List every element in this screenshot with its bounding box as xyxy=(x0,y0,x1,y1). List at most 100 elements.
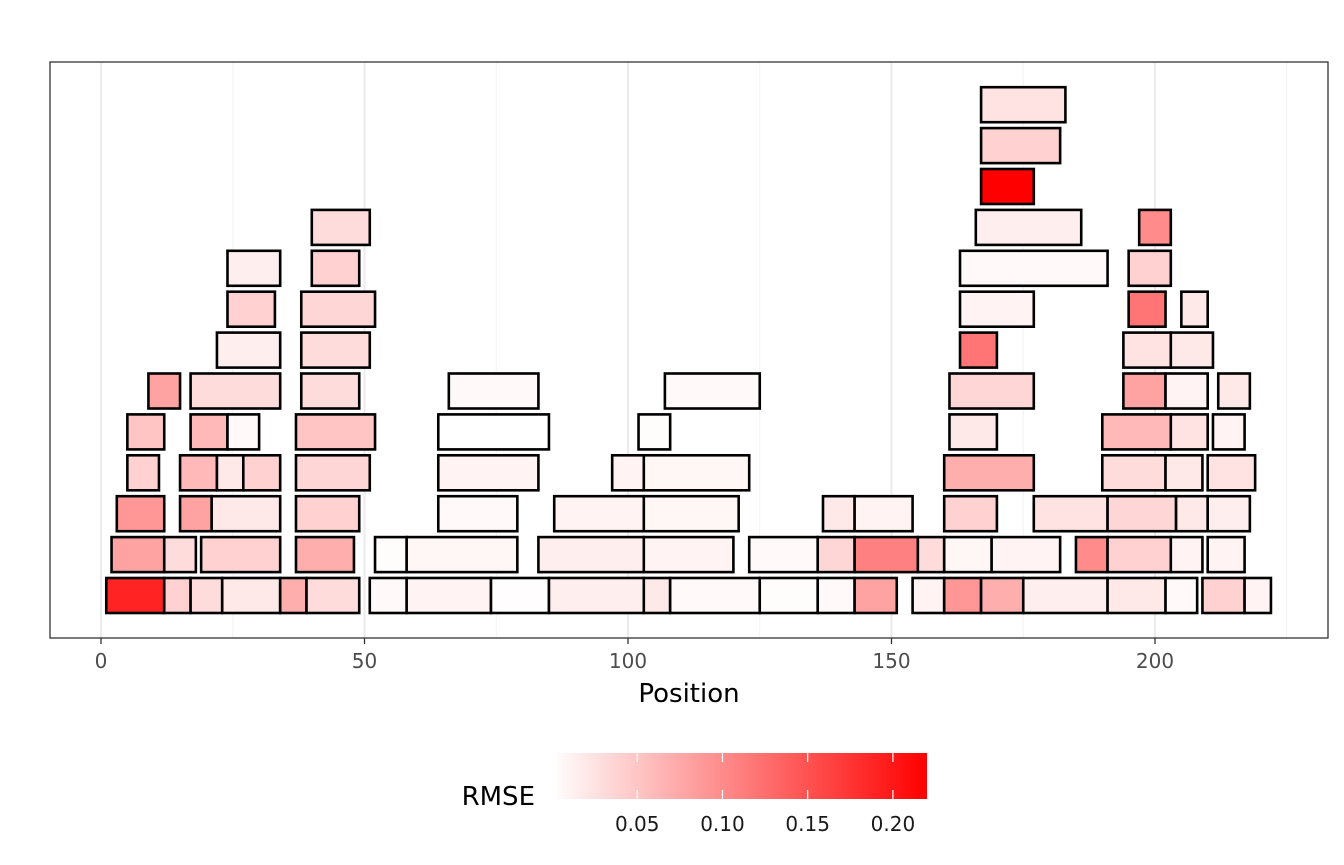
peptide-bar xyxy=(610,453,646,492)
peptide-bar xyxy=(126,453,161,492)
peptide-bar xyxy=(1164,576,1199,615)
peptide-bar xyxy=(373,535,408,574)
peptide-bar xyxy=(305,576,361,615)
peptide-bar xyxy=(668,576,762,615)
peptide-bar xyxy=(948,372,1036,410)
peptide-bar xyxy=(1164,453,1204,492)
peptide-bar xyxy=(1169,413,1210,451)
peptide-bar xyxy=(147,372,182,410)
peptide-bar xyxy=(162,576,192,615)
peptide-bar xyxy=(1180,290,1209,329)
legend-tick-label: 0.15 xyxy=(785,812,830,836)
legend-tick-label: 0.10 xyxy=(700,812,745,836)
peptide-bar xyxy=(537,535,646,574)
peptide-bar xyxy=(1137,208,1173,247)
peptide-bar xyxy=(1122,372,1167,410)
peptide-bar xyxy=(747,535,820,574)
peptide-bar xyxy=(1174,494,1209,533)
peptide-bar xyxy=(1021,576,1109,615)
peptide-bar xyxy=(916,535,946,574)
peptide-bar xyxy=(642,453,751,492)
peptide-bar xyxy=(126,413,166,451)
peptide-bar xyxy=(199,535,282,574)
legend-colorbar xyxy=(552,753,927,799)
plot-panel-border xyxy=(49,61,1329,639)
peptide-bar xyxy=(299,290,377,329)
legend: RMSE 0.05 0.10 0.15 0.20 xyxy=(462,753,927,836)
peptide-bar xyxy=(1216,372,1252,410)
peptide-bar xyxy=(979,576,1025,615)
peptide-bar xyxy=(299,331,372,369)
peptide-bar xyxy=(1101,453,1167,492)
peptide-bar xyxy=(1201,576,1246,615)
peptide-bar xyxy=(1164,372,1210,410)
peptide-bar xyxy=(979,126,1062,165)
peptide-bar xyxy=(979,85,1067,124)
peptide-bar xyxy=(990,535,1062,574)
peptide-bar xyxy=(942,453,1036,492)
peptide-bar xyxy=(821,494,856,533)
peptide-bar xyxy=(115,494,166,533)
peptide-bar xyxy=(241,453,282,492)
peptide-bar xyxy=(853,535,920,574)
peptide-bar xyxy=(294,453,372,492)
peptide-bar xyxy=(642,535,735,574)
peptide-bar xyxy=(294,413,377,451)
peptide-bar xyxy=(942,535,993,574)
x-tick-label: 100 xyxy=(609,649,647,673)
peptide-bar xyxy=(310,208,372,247)
peptide-bar xyxy=(436,413,551,451)
peptide-bar xyxy=(278,576,308,615)
peptide-bar xyxy=(547,576,646,615)
peptide-bar xyxy=(1169,535,1204,574)
peptide-bar xyxy=(1206,494,1252,533)
peptide-bar xyxy=(368,576,408,615)
legend-tick-label: 0.20 xyxy=(871,812,916,836)
peptide-bar xyxy=(210,494,282,533)
peptide-bar xyxy=(1127,290,1167,329)
peptide-bar xyxy=(226,249,282,288)
peptide-bar xyxy=(189,576,224,615)
peptide-bar xyxy=(758,576,820,615)
peptide-bar xyxy=(489,576,551,615)
peptide-bar xyxy=(294,535,356,574)
peptide-bar xyxy=(552,494,646,533)
peptide-bar xyxy=(110,535,166,574)
peptide-bar xyxy=(1101,413,1173,451)
peptide-bar xyxy=(637,413,672,451)
peptide-bar xyxy=(642,494,740,533)
peptide-bar xyxy=(178,453,219,492)
peptide-bar xyxy=(1032,494,1109,533)
peptide-bar xyxy=(189,413,229,451)
peptide-bar xyxy=(1106,494,1178,533)
peptide-bar xyxy=(162,535,198,574)
peptide-bar xyxy=(405,576,493,615)
peptide-bar xyxy=(436,494,519,533)
peptide-bar xyxy=(299,372,361,410)
x-tick-label: 150 xyxy=(872,649,910,673)
peptide-bar xyxy=(1169,331,1215,369)
x-tick-label: 200 xyxy=(1136,649,1174,673)
peptide-bar xyxy=(178,494,213,533)
peptide-bar xyxy=(1127,249,1173,288)
x-tick-label: 0 xyxy=(95,649,108,673)
peptide-bar xyxy=(853,576,899,615)
peptide-bar xyxy=(310,249,361,288)
peptide-bar xyxy=(853,494,914,533)
peptide-bar xyxy=(1122,331,1173,369)
peptide-bar xyxy=(436,453,540,492)
peptide-bar xyxy=(1106,576,1167,615)
peptide-bar xyxy=(979,167,1036,206)
peptide-bar xyxy=(215,331,282,369)
peptide-bar xyxy=(911,576,946,615)
peptide-bar xyxy=(1074,535,1109,574)
peptide-bar xyxy=(215,453,245,492)
peptide-bar xyxy=(189,372,282,410)
peptide-bar xyxy=(663,372,762,410)
peptide-bar xyxy=(958,249,1109,288)
x-axis: 0 50 100 150 200 xyxy=(95,638,1174,673)
legend-title: RMSE xyxy=(462,782,535,812)
peptide-bar xyxy=(974,208,1083,247)
peptide-bar xyxy=(447,372,540,410)
